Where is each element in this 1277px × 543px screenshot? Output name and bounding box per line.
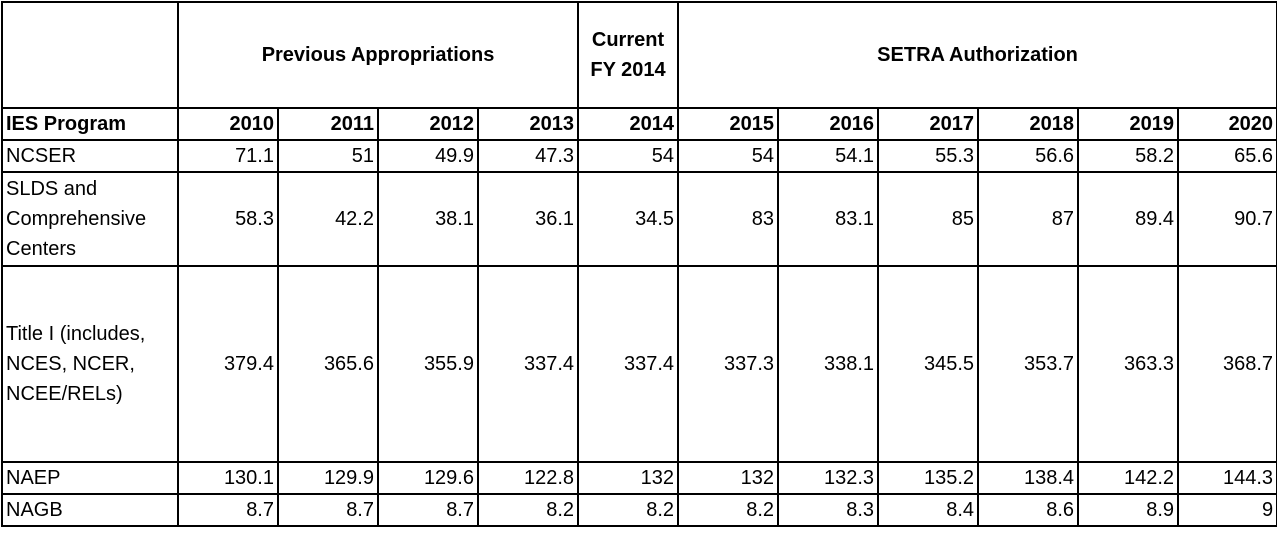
value-cell: 129.9 bbox=[277, 461, 379, 495]
year-header: 2013 bbox=[476, 107, 580, 141]
value-cell: 379.4 bbox=[177, 265, 279, 463]
value-cell: 144.3 bbox=[1177, 461, 1277, 495]
value-cell: 83.1 bbox=[777, 171, 880, 267]
year-header: 2019 bbox=[1077, 107, 1180, 141]
program-name: Title I (includes, NCES, NCER, NCEE/RELs) bbox=[1, 265, 179, 463]
value-cell: 9 bbox=[1177, 493, 1277, 527]
value-cell: 353.7 bbox=[977, 265, 1080, 463]
value-cell: 83 bbox=[677, 171, 780, 267]
table-row: NAGB 8.7 8.7 8.7 8.2 8.2 8.2 8.3 8.4 8.6… bbox=[1, 493, 1277, 527]
year-header: 2018 bbox=[977, 107, 1080, 141]
value-cell: 47.3 bbox=[476, 139, 580, 173]
year-header: 2011 bbox=[277, 107, 379, 141]
current-fy-line-2: FY 2014 bbox=[590, 59, 666, 81]
value-cell: 8.4 bbox=[877, 493, 980, 527]
program-name-line: NAEP bbox=[6, 467, 61, 489]
year-header: 2010 bbox=[177, 107, 279, 141]
value-cell: 355.9 bbox=[377, 265, 479, 463]
value-cell: 142.2 bbox=[1077, 461, 1180, 495]
value-cell: 85 bbox=[877, 171, 980, 267]
value-cell: 8.7 bbox=[277, 493, 379, 527]
program-name-line: NCEE/RELs) bbox=[6, 383, 123, 405]
value-cell: 58.2 bbox=[1077, 139, 1180, 173]
value-cell: 8.2 bbox=[476, 493, 580, 527]
value-cell: 132 bbox=[577, 461, 680, 495]
value-cell: 8.2 bbox=[577, 493, 680, 527]
setra-authorization-header: SETRA Authorization bbox=[677, 1, 1277, 109]
program-name-line: NAGB bbox=[6, 499, 63, 521]
program-name-line: SLDS and bbox=[6, 178, 98, 200]
value-cell: 56.6 bbox=[977, 139, 1080, 173]
current-fy-line-1: Current bbox=[591, 29, 665, 51]
value-cell: 38.1 bbox=[377, 171, 479, 267]
value-cell: 8.7 bbox=[377, 493, 479, 527]
program-name-line: Comprehensive bbox=[6, 208, 147, 230]
value-cell: 71.1 bbox=[177, 139, 279, 173]
value-cell: 87 bbox=[977, 171, 1080, 267]
value-cell: 58.3 bbox=[177, 171, 279, 267]
value-cell: 49.9 bbox=[377, 139, 479, 173]
value-cell: 55.3 bbox=[877, 139, 980, 173]
value-cell: 338.1 bbox=[777, 265, 880, 463]
value-cell: 8.9 bbox=[1077, 493, 1180, 527]
value-cell: 8.7 bbox=[177, 493, 279, 527]
program-name-line: Title I (includes, bbox=[6, 323, 146, 345]
value-cell: 130.1 bbox=[177, 461, 279, 495]
value-cell: 365.6 bbox=[277, 265, 379, 463]
previous-appropriations-header: Previous Appropriations bbox=[176, 1, 580, 109]
value-cell: 90.7 bbox=[1177, 171, 1277, 267]
value-cell: 132 bbox=[677, 461, 780, 495]
value-cell: 89.4 bbox=[1077, 171, 1180, 267]
value-cell: 337.3 bbox=[677, 265, 780, 463]
value-cell: 42.2 bbox=[277, 171, 379, 267]
value-cell: 132.3 bbox=[777, 461, 880, 495]
value-cell: 129.6 bbox=[377, 461, 479, 495]
value-cell: 34.5 bbox=[577, 171, 680, 267]
value-cell: 8.2 bbox=[677, 493, 780, 527]
value-cell: 54 bbox=[677, 139, 780, 173]
year-header: 2020 bbox=[1177, 107, 1277, 141]
program-name-line: Centers bbox=[6, 238, 77, 260]
year-header: 2012 bbox=[377, 107, 479, 141]
header-group-row: Previous Appropriations Current FY 2014 S… bbox=[1, 1, 1277, 109]
value-cell: 337.4 bbox=[476, 265, 580, 463]
corner-cell bbox=[1, 1, 179, 109]
value-cell: 138.4 bbox=[977, 461, 1080, 495]
program-name: NAEP bbox=[1, 461, 179, 495]
table-row: NAEP 130.1 129.9 129.6 122.8 132 132 132… bbox=[1, 461, 1277, 495]
value-cell: 345.5 bbox=[877, 265, 980, 463]
appropriations-table: Previous Appropriations Current FY 2014 S… bbox=[1, 1, 1277, 527]
year-header-row: IES Program 2010 2011 2012 2013 2014 201… bbox=[1, 107, 1277, 141]
value-cell: 135.2 bbox=[877, 461, 980, 495]
value-cell: 363.3 bbox=[1077, 265, 1180, 463]
value-cell: 368.7 bbox=[1177, 265, 1277, 463]
value-cell: 36.1 bbox=[476, 171, 580, 267]
value-cell: 8.6 bbox=[977, 493, 1080, 527]
table-row: SLDS and Comprehensive Centers 58.3 42.2 3… bbox=[1, 171, 1277, 267]
value-cell: 122.8 bbox=[476, 461, 580, 495]
value-cell: 54 bbox=[577, 139, 680, 173]
year-header: 2014 bbox=[577, 107, 680, 141]
program-name: NCSER bbox=[1, 139, 179, 173]
value-cell: 51 bbox=[277, 139, 379, 173]
current-fy-header: Current FY 2014 bbox=[577, 1, 680, 109]
value-cell: 65.6 bbox=[1177, 139, 1277, 173]
year-header: 2016 bbox=[777, 107, 880, 141]
year-header: 2015 bbox=[677, 107, 780, 141]
year-header: 2017 bbox=[877, 107, 980, 141]
value-cell: 54.1 bbox=[777, 139, 880, 173]
program-name-line: NCSER bbox=[6, 145, 77, 167]
program-name-line: NCES, NCER, bbox=[6, 353, 135, 375]
value-cell: 8.3 bbox=[777, 493, 880, 527]
program-name: NAGB bbox=[1, 493, 179, 527]
value-cell: 337.4 bbox=[577, 265, 680, 463]
ies-program-header: IES Program bbox=[1, 107, 179, 141]
table-row: Title I (includes, NCES, NCER, NCEE/RELs) … bbox=[1, 265, 1277, 463]
program-name: SLDS and Comprehensive Centers bbox=[1, 171, 179, 267]
table-row: NCSER 71.1 51 49.9 47.3 54 54 54.1 55.3 … bbox=[1, 139, 1277, 173]
